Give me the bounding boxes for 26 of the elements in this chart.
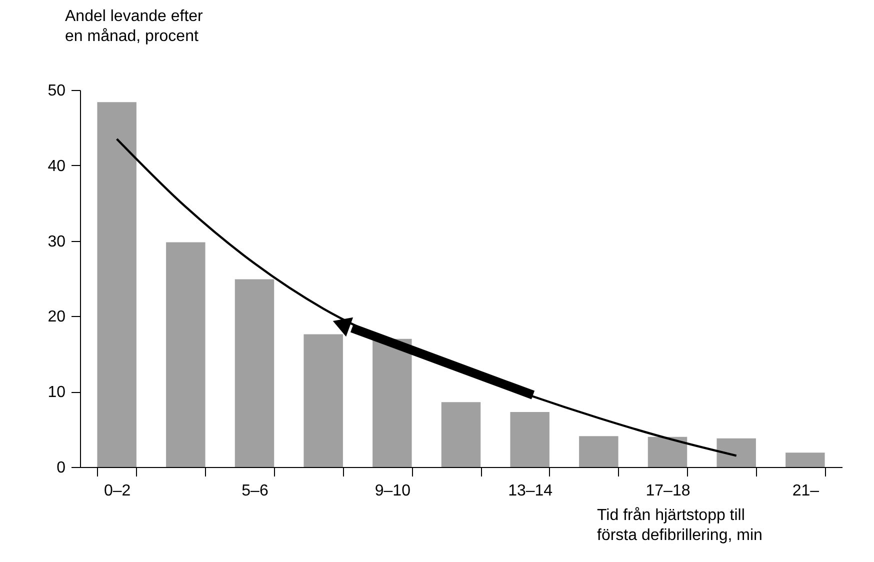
- x-axis-title: Tid från hjärtstopp till första defibrillering, min: [597, 507, 762, 544]
- y-axis-title: Andel levande efter en månad, procent: [65, 8, 204, 45]
- bar: [786, 452, 825, 467]
- x-tick-label: 0–2: [104, 482, 131, 500]
- x-tick-label: 5–6: [242, 482, 268, 500]
- x-tick-label: 21–: [792, 482, 820, 500]
- bar: [579, 436, 618, 467]
- y-tick-label: 50: [48, 82, 66, 100]
- bar: [510, 412, 550, 467]
- x-tick-label: 13–14: [508, 482, 553, 500]
- x-tick-label: 17–18: [646, 482, 690, 500]
- bar: [648, 436, 688, 467]
- bar: [97, 102, 136, 467]
- y-tick-label: 20: [48, 308, 66, 326]
- y-tick-label: 30: [48, 233, 66, 250]
- bar: [304, 334, 343, 467]
- y-tick-label: 40: [48, 158, 66, 175]
- bar: [441, 402, 481, 467]
- bar: [372, 338, 412, 467]
- bar: [234, 279, 274, 467]
- y-tick-label: 0: [56, 460, 66, 476]
- bar: [166, 242, 206, 467]
- x-tick-label: 9–10: [374, 482, 411, 500]
- line-series: [116, 138, 738, 457]
- y-tick-label: 10: [48, 384, 66, 402]
- bar: [716, 438, 756, 467]
